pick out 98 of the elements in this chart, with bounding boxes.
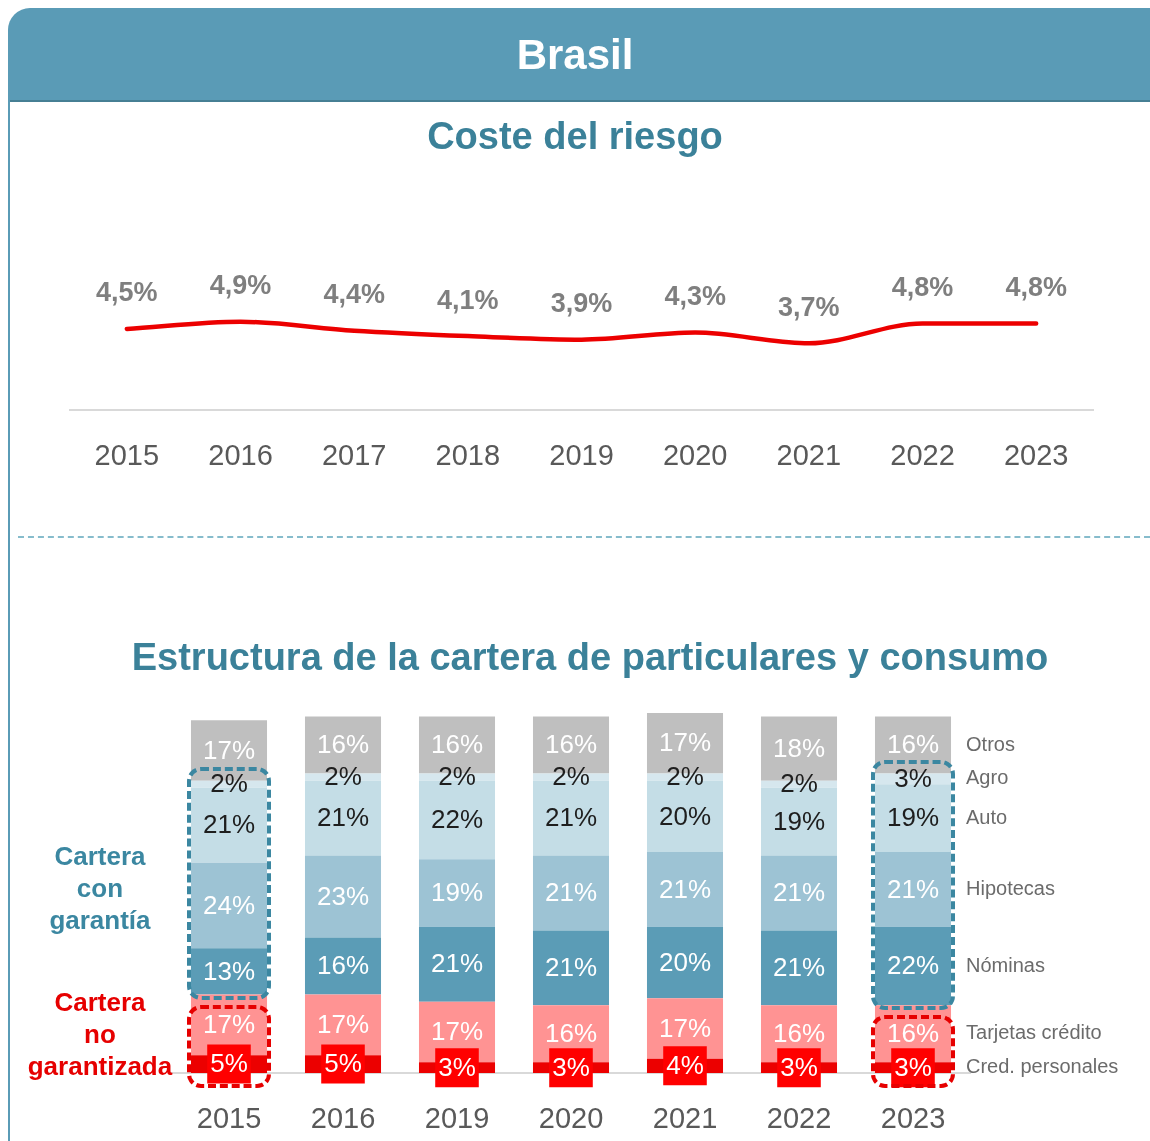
data-label: 21% — [658, 873, 712, 904]
x-tick-label: 2017 — [321, 438, 387, 471]
bar — [304, 855, 382, 938]
data-label: 16% — [544, 1017, 598, 1048]
data-label: 3% — [780, 1051, 818, 1082]
bar — [646, 926, 724, 999]
data-label: 21% — [772, 952, 826, 983]
data-label: 16% — [316, 950, 370, 981]
data-label: 4,3% — [664, 280, 726, 311]
series-label: Auto — [966, 805, 1008, 828]
data-label: 21% — [772, 877, 826, 908]
data-label: 19% — [886, 802, 940, 833]
data-label: 5% — [324, 1048, 362, 1079]
bar — [532, 855, 610, 931]
data-label: 2% — [780, 768, 818, 799]
data-label: 20% — [658, 800, 712, 831]
data-label: 22% — [430, 804, 484, 835]
data-label: 4,8% — [1005, 272, 1067, 303]
data-label: 4,9% — [209, 270, 272, 301]
data-label: 17% — [202, 734, 256, 765]
bar — [760, 855, 838, 931]
series-label: Nóminas — [966, 953, 1045, 976]
bar — [874, 852, 952, 927]
data-label: 2% — [552, 761, 590, 792]
data-label: 3% — [552, 1051, 590, 1082]
data-label: 5% — [210, 1048, 248, 1079]
x-tick-label: 2015 — [94, 438, 160, 471]
data-label: 16% — [886, 1017, 940, 1048]
data-label: 16% — [772, 1017, 826, 1048]
data-label: 21% — [886, 873, 940, 904]
x-tick-label: 2020 — [538, 1102, 604, 1135]
series-label: Agro — [966, 766, 1009, 789]
bar — [532, 930, 610, 1006]
data-label: 2% — [324, 761, 362, 792]
data-label: 13% — [202, 955, 256, 986]
bar — [418, 859, 496, 927]
series-label: Cred. personales — [966, 1055, 1119, 1078]
bar — [304, 937, 382, 995]
x-tick-label: 2016 — [208, 438, 273, 471]
x-tick-label: 2022 — [766, 1102, 832, 1135]
x-tick-label: 2021 — [652, 1102, 718, 1135]
data-label: 16% — [544, 729, 598, 760]
series-label: Otros — [966, 732, 1015, 755]
bar — [874, 926, 952, 1006]
data-label: 16% — [316, 729, 370, 760]
data-label: 20% — [658, 946, 712, 977]
data-label: 3% — [894, 1051, 932, 1082]
data-label: 18% — [772, 732, 826, 763]
chart-title: Estructura de la cartera de particulares y consumo — [131, 636, 1049, 680]
data-label: 24% — [202, 889, 256, 920]
data-label: 2% — [438, 761, 476, 792]
data-label: 21% — [202, 809, 256, 840]
data-label: 21% — [430, 948, 484, 979]
data-label: 17% — [202, 1009, 256, 1040]
data-label: 2% — [210, 768, 248, 799]
x-tick-label: 2016 — [310, 1102, 376, 1135]
series-label: Hipotecas — [966, 876, 1055, 899]
data-label: 3,9% — [550, 288, 613, 319]
series-label: Tarjetas crédito — [966, 1021, 1102, 1044]
data-label: 17% — [658, 1012, 712, 1043]
x-tick-label: 2015 — [196, 1102, 262, 1135]
chart-title: Brasil — [516, 30, 634, 80]
data-label: 4,5% — [96, 277, 158, 308]
x-tick-label: 2023 — [1003, 438, 1069, 471]
text: Cartera con garantía — [49, 839, 151, 936]
x-tick-label: 2019 — [549, 438, 614, 471]
data-label: 4,1% — [437, 284, 499, 315]
bar — [646, 852, 724, 927]
x-tick-label: 2023 — [880, 1102, 946, 1135]
data-label: 21% — [544, 952, 598, 983]
x-tick-label: 2018 — [435, 438, 501, 471]
data-label: 4,4% — [323, 279, 385, 310]
data-label: 19% — [430, 877, 484, 908]
data-label: 17% — [430, 1016, 484, 1047]
data-label: 16% — [430, 729, 484, 760]
data-label: 4,8% — [891, 272, 954, 303]
data-label: 3% — [894, 763, 932, 794]
chart-subtitle: Coste del riesgo — [427, 115, 723, 159]
data-label: 2% — [666, 761, 704, 792]
data-label: 17% — [316, 1009, 370, 1040]
x-tick-label: 2019 — [424, 1102, 490, 1135]
x-tick-label: 2021 — [776, 438, 842, 471]
data-label: 21% — [316, 802, 370, 833]
data-label: 17% — [658, 727, 712, 758]
bar — [418, 926, 496, 1002]
data-label: 16% — [886, 729, 940, 760]
x-tick-label: 2020 — [662, 438, 728, 471]
data-label: 19% — [772, 805, 826, 836]
bar — [760, 930, 838, 1006]
data-label: 4% — [666, 1050, 704, 1081]
annotation: Cartera no garantizada — [27, 985, 173, 1082]
data-label: 3,7% — [778, 291, 840, 322]
data-label: 3% — [438, 1051, 476, 1082]
x-tick-label: 2022 — [890, 438, 955, 471]
data-label: 22% — [886, 950, 940, 981]
data-label: 23% — [316, 880, 370, 911]
data-label: 21% — [544, 877, 598, 908]
data-label: 21% — [544, 802, 598, 833]
